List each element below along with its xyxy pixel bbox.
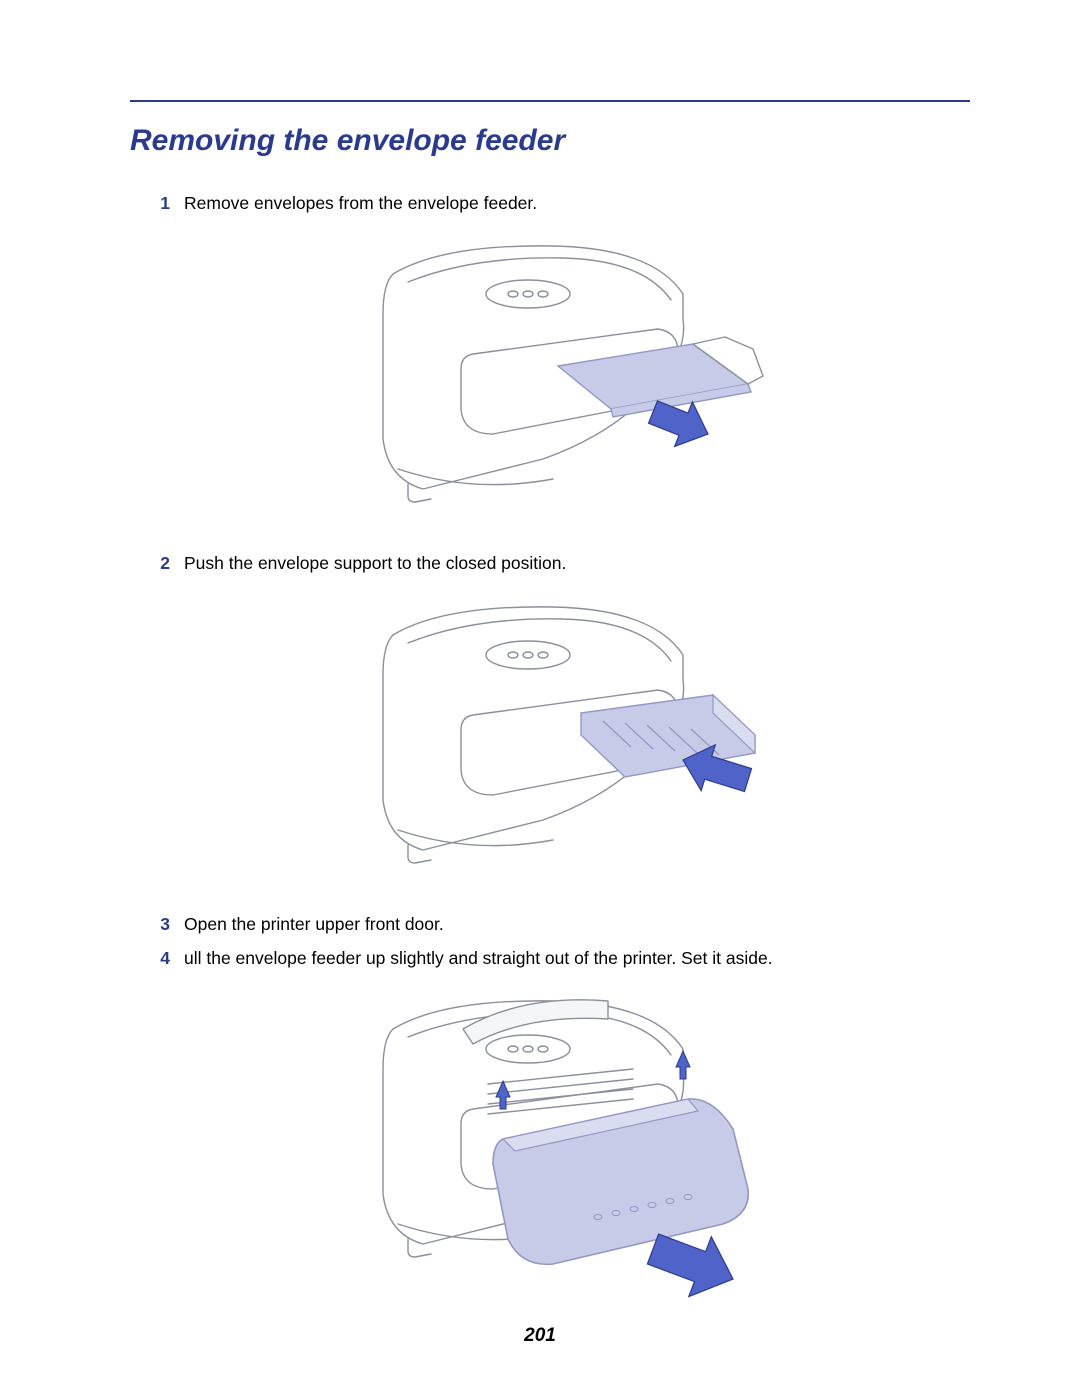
page-heading: Removing the envelope feeder (130, 124, 970, 158)
figure-2 (156, 595, 970, 885)
step-text: Open the printer upper front door. (184, 911, 444, 937)
step-list: 1 Remove envelopes from the envelope fee… (130, 190, 970, 1299)
step-number: 1 (156, 190, 170, 216)
step-item: 1 Remove envelopes from the envelope fee… (156, 190, 970, 216)
step-text: Remove envelopes from the envelope feede… (184, 190, 537, 216)
printer-illustration-icon (353, 595, 773, 885)
step-number: 4 (156, 945, 170, 971)
page-number: 201 (0, 1325, 1080, 1347)
step-item: 4 ull the envelope feeder up slightly an… (156, 945, 970, 971)
printer-illustration-icon (353, 234, 773, 524)
step-number: 3 (156, 911, 170, 937)
step-text: Push the envelope support to the closed … (184, 550, 566, 576)
step-item: 2 Push the envelope support to the close… (156, 550, 970, 576)
printer-illustration-icon (353, 989, 773, 1299)
step-text: ull the envelope feeder up slightly and … (184, 945, 773, 971)
figure-1 (156, 234, 970, 524)
step-item: 3 Open the printer upper front door. (156, 911, 970, 937)
manual-page: Removing the envelope feeder 1 Remove en… (0, 0, 1080, 1397)
step-number: 2 (156, 550, 170, 576)
top-rule (130, 100, 970, 102)
figure-3 (156, 989, 970, 1299)
